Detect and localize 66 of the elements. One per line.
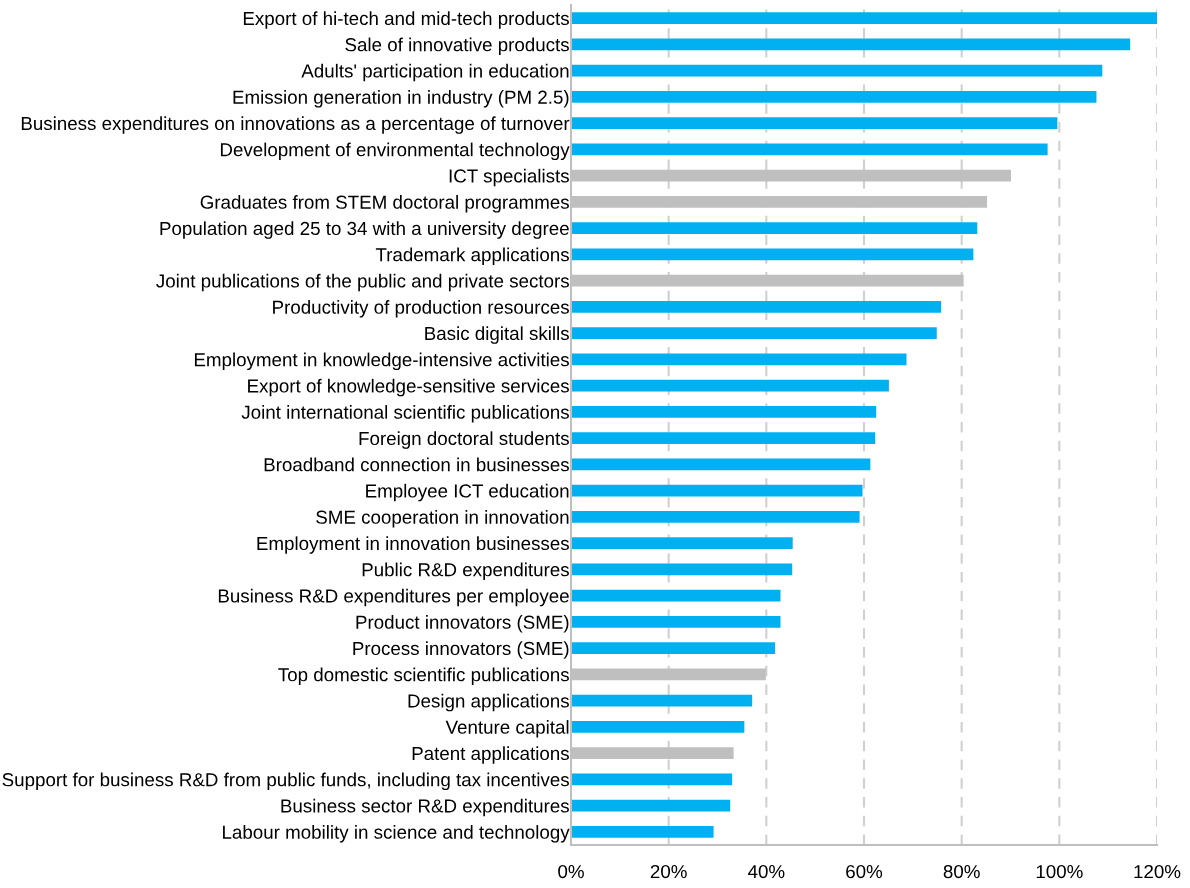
bar [571,12,1157,25]
bar [571,799,731,812]
bar [571,563,793,576]
y-tick-label: Adults' participation in education [301,63,569,82]
bar [571,353,907,366]
x-tick-label: 20% [650,864,687,879]
y-tick-label: Graduates from STEM doctoral programmes [200,195,569,213]
x-tick-label: 60% [846,864,883,879]
bar [571,90,1097,103]
y-tick-label: Support for business R&D from public funds, including tax incentives [2,772,569,791]
bar [571,720,745,733]
bar [571,458,871,471]
y-tick-label: Top domestic scientific publications [278,667,569,686]
y-tick-label: Design applications [408,693,569,712]
bar [571,38,1131,51]
y-tick-label: Sale of innovative products [345,37,569,56]
y-tick-label: Trademark applications [375,247,569,266]
y-tick-label: Product innovators (SME) [356,615,569,633]
bar [571,537,793,550]
bar [571,589,781,602]
y-tick-label: SME cooperation in innovation [316,510,569,528]
bar [571,825,714,838]
y-tick-label: Development of environmental technology [220,142,570,161]
bar [571,484,863,497]
bar [571,64,1103,77]
bar [571,300,942,313]
bar [571,432,876,445]
y-tick-label: Foreign doctoral students [359,431,569,449]
y-tick-label: Business sector R&D expenditures [281,798,569,817]
y-tick-label: Export of hi-tech and mid-tech products [243,11,569,29]
bar [571,327,937,340]
bar [571,379,889,392]
y-tick-label: Venture capital [445,720,569,738]
x-tick-label: 80% [943,864,980,879]
bar [571,694,753,707]
x-tick-label: 120% [1134,864,1181,879]
bar [571,615,781,628]
y-tick-label: Patent applications [412,746,569,764]
y-tick-label: ICT specialists [449,168,569,187]
y-tick-label: Joint international scientific publications [241,405,569,423]
x-tick-label: 100% [1036,864,1083,879]
y-tick-label: Employment in knowledge-intensive activities [194,352,569,371]
bar [571,117,1058,130]
y-tick-label: Public R&D expenditures [362,562,569,581]
y-tick-label: Export of knowledge-sensitive services [248,378,569,397]
bar [571,642,776,655]
y-tick-label: Productivity of production resources [273,300,569,318]
y-tick-label: Emission generation in industry (PM 2.5) [233,90,569,108]
bar [571,248,974,261]
y-tick-label: Process innovators (SME) [353,641,569,659]
y-tick-label: Broadband connection in businesses [264,457,569,472]
y-tick-label: Employment in innovation businesses [257,536,569,554]
y-tick-label: Employee ICT education [366,483,569,502]
x-tick-label: 40% [748,864,785,879]
y-tick-label: Business expenditures on innovations as a percentage of turnover [21,116,570,134]
bar [571,222,978,235]
bar [571,405,877,418]
y-tick-label: Labour mobility in science and technology [223,825,570,843]
bar [571,143,1048,156]
bar [571,773,733,786]
y-tick-label: Population aged 25 to 34 with a university degree [160,221,569,239]
y-tick-label: Business R&D expenditures per employee [218,588,569,607]
y-tick-label: Basic digital skills [425,326,569,344]
x-tick-label: 0% [558,864,584,879]
y-tick-label: Joint publications of the public and private sectors [156,273,569,292]
bar [571,510,860,523]
